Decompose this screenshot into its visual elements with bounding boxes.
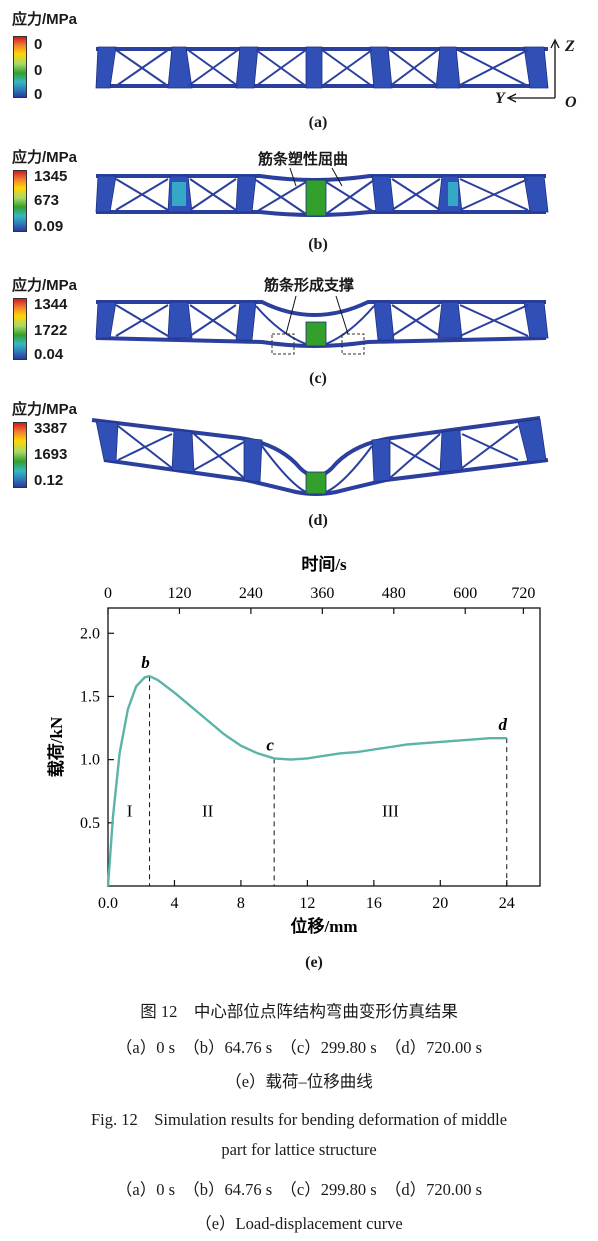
lattice-beam: [95, 46, 549, 89]
x-tick-label: 4: [170, 895, 178, 912]
axis-z-label: Z: [565, 38, 575, 55]
panel-a: 应力/MPa 0 0 0: [0, 0, 598, 140]
legend-title: 应力/MPa: [12, 401, 78, 418]
lattice-model-c: [95, 295, 549, 355]
axis-origin-label: O: [565, 94, 577, 111]
load-displacement-chart: 0.0 4 8 12 16 20 240 120 240 360 480 600 7200.51.01.…: [46, 554, 541, 936]
caption-en-sub2: （e）Load-displacement curve: [195, 1214, 403, 1233]
point-label-c: c: [266, 735, 274, 754]
lattice-model-b: [95, 167, 549, 217]
x-tick-label: 24: [499, 895, 515, 912]
panel-b: 应力/MPa 1345 673 0.09 筋条塑性屈曲: [0, 140, 598, 262]
annotation-text: 筋条塑性屈曲: [258, 151, 349, 168]
top-axis-label: 时间/s: [301, 554, 347, 574]
lattice-beam: [95, 295, 549, 355]
x-tick-label: 20: [432, 895, 448, 912]
legend-max: 0: [34, 36, 43, 53]
caption-zh-title: 图 12 中心部位点阵结构弯曲变形仿真结果: [140, 1002, 458, 1021]
axis-y-label: Y: [495, 90, 505, 107]
legend-mid: 1693: [34, 446, 68, 463]
annotation-text: 筋条形成支撑: [264, 277, 355, 294]
caption-zh-sub2: （e）载荷–位移曲线: [225, 1072, 373, 1091]
x-tick-label: 8: [237, 895, 245, 912]
lattice-model-d: [91, 416, 549, 496]
caption-en-sub: （a）0 s （b）64.76 s （c）299.80 s （d）720.00 …: [115, 1180, 483, 1199]
chart-label: (e): [305, 954, 323, 971]
region-label: III: [382, 802, 399, 821]
caption-en-title-2: part for lattice structure: [221, 1140, 377, 1159]
color-scale-bar: [13, 422, 27, 488]
caption-zh-sub: （a）0 s （b）64.76 s （c）299.80 s （d）720.00 …: [115, 1038, 483, 1057]
y-tick-label: 0.5: [80, 815, 100, 832]
x-tick-label: 12: [299, 895, 315, 912]
legend-min: 0: [34, 86, 43, 103]
x-axis-label: 位移/mm: [290, 916, 357, 936]
caption-en-title-1: Fig. 12 Simulation results for bending d…: [90, 1110, 508, 1129]
panel-label: (c): [309, 370, 327, 387]
y-axis-label: 载荷/kN: [46, 716, 66, 777]
plot-frame: [107, 607, 541, 887]
color-scale-bar: [13, 36, 27, 98]
legend-mid: 1722: [34, 322, 68, 339]
panel-label: (d): [308, 512, 328, 529]
top-tick-label: 720: [511, 585, 535, 602]
region-label: I: [127, 802, 133, 821]
legend-title: 应力/MPa: [12, 277, 78, 294]
legend-min: 0.04: [34, 346, 64, 363]
legend-max: 1344: [34, 296, 68, 313]
y-tick-label: 1.0: [80, 752, 100, 769]
top-tick-label: 120: [167, 585, 191, 602]
point-label-b: b: [141, 653, 150, 672]
axes-triad-icon: [506, 38, 560, 103]
legend-max: 3387: [34, 420, 68, 437]
legend-title: 应力/MPa: [12, 11, 78, 28]
lattice-beam: [95, 167, 549, 217]
panel-label: (b): [308, 236, 328, 253]
color-scale-bar: [13, 298, 27, 360]
top-tick-label: 600: [453, 585, 477, 602]
panel-c: 应力/MPa 1344 1722 0.04 筋条形成支撑: [0, 262, 598, 392]
lattice-beam: [91, 416, 549, 496]
lattice-model-a: [95, 38, 560, 103]
load-curve: [106, 674, 507, 887]
legend-mid: 0: [34, 62, 43, 79]
y-tick-label: 2.0: [80, 625, 100, 642]
panel-d: 应力/MPa 3387 1693 0.12 (: [0, 392, 598, 542]
y-tick-label: 1.5: [80, 688, 100, 705]
x-tick-label: 0.0: [98, 895, 118, 912]
top-tick-label: 0: [104, 585, 112, 602]
legend-mid: 673: [34, 192, 60, 209]
region-label: II: [202, 802, 214, 821]
point-label-d: d: [499, 715, 508, 734]
color-scale-bar: [13, 170, 27, 232]
legend-title: 应力/MPa: [12, 149, 78, 166]
panel-label: (a): [308, 114, 328, 131]
legend-min: 0.09: [34, 218, 64, 235]
x-tick-label: 16: [366, 895, 382, 912]
legend-min: 0.12: [34, 472, 64, 489]
top-tick-label: 480: [382, 585, 406, 602]
top-tick-label: 240: [239, 585, 263, 602]
legend-max: 1345: [34, 168, 68, 185]
top-tick-label: 360: [310, 585, 334, 602]
